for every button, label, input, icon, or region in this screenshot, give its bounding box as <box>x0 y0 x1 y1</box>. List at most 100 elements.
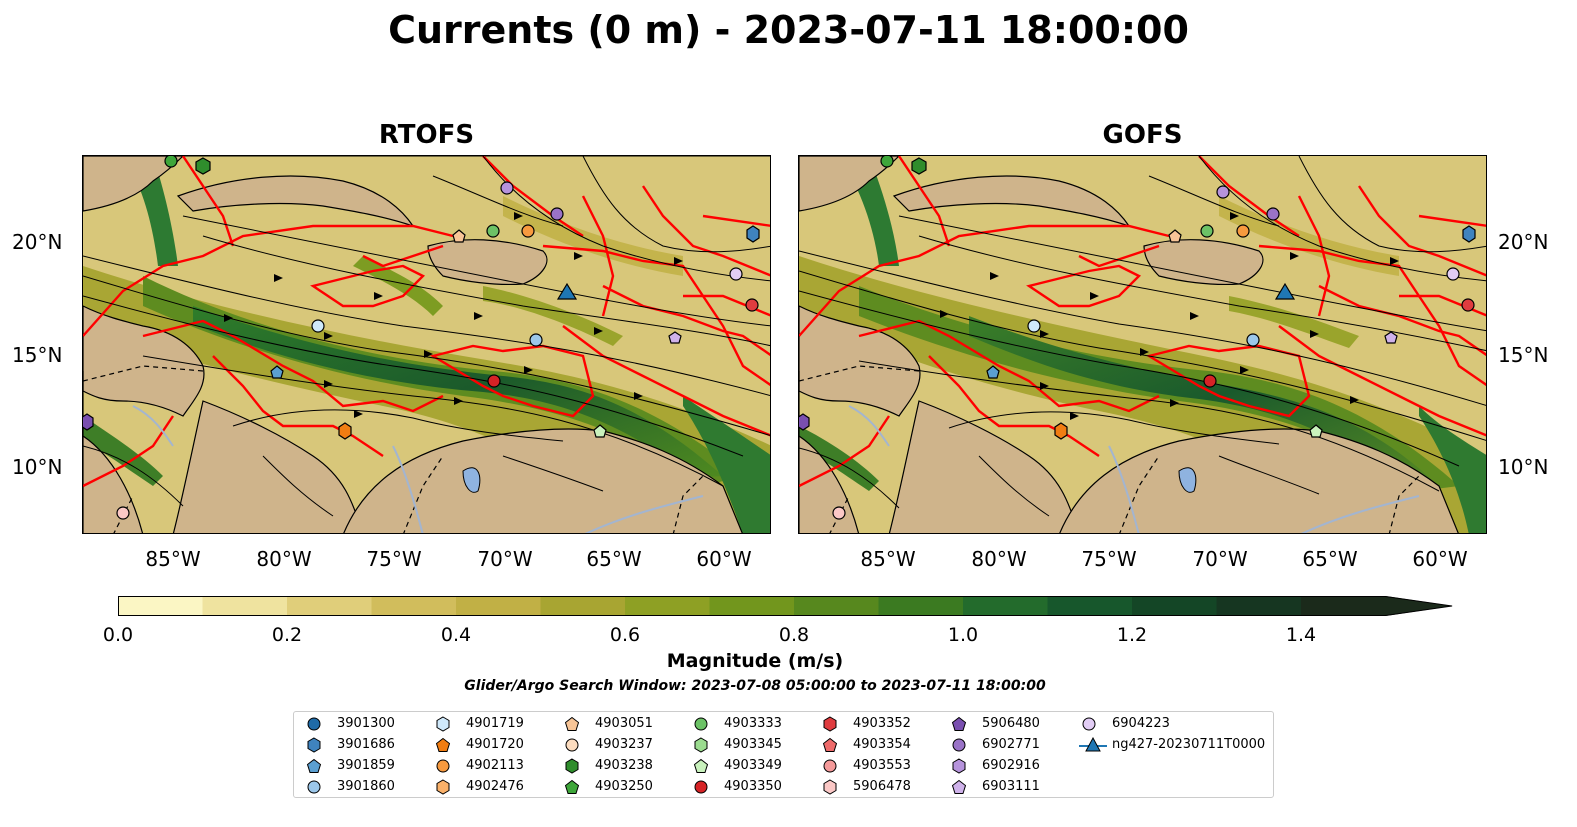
rtofs-xtick-75w: 75°W <box>366 547 422 571</box>
colorbar <box>118 596 1453 620</box>
legend-label: 5906478 <box>853 779 911 794</box>
rtofs-xtick-65w: 65°W <box>586 547 642 571</box>
legend-label: 4903333 <box>724 716 782 731</box>
colorbar-extend-arrow <box>1385 596 1453 616</box>
colorbar-segment <box>709 596 795 616</box>
circle-marker-icon <box>823 759 837 773</box>
figure-title: Currents (0 m) - 2023-07-11 18:00:00 <box>388 8 1189 52</box>
pentagon-marker-icon <box>564 779 580 794</box>
colorbar-tick-7: 1.4 <box>1285 624 1317 646</box>
gofs-ytick-15n: 15°N <box>1498 343 1549 367</box>
hexagon-marker-icon <box>823 716 837 732</box>
colorbar-segment <box>118 596 203 616</box>
legend-label: 6902771 <box>982 737 1040 752</box>
colorbar-segment <box>202 596 288 616</box>
legend-label: 3901300 <box>337 716 395 731</box>
pentagon-marker-icon <box>306 758 322 773</box>
legend-label: 3901686 <box>337 737 395 752</box>
colorbar-segment <box>371 596 457 616</box>
pentagon-marker-icon <box>951 716 967 731</box>
rtofs-xtick-60w: 60°W <box>696 547 752 571</box>
gofs-map[interactable] <box>798 155 1487 534</box>
colorbar-tick-0: 0.0 <box>102 624 134 646</box>
colorbar-tick-3: 0.6 <box>609 624 641 646</box>
legend-label: 3901860 <box>337 779 395 794</box>
colorbar-segment <box>878 596 964 616</box>
circle-marker-icon <box>307 717 321 731</box>
legend-label: 4901719 <box>466 716 524 731</box>
pentagon-marker-icon <box>693 758 709 773</box>
legend-label: 6904223 <box>1112 716 1170 731</box>
circle-marker-icon <box>565 738 579 752</box>
gofs-panel-title: GOFS <box>1102 120 1183 150</box>
legend-label: 4903345 <box>724 737 782 752</box>
legend-label: 4903349 <box>724 758 782 773</box>
colorbar-segment <box>1216 596 1302 616</box>
search-window-text: Glider/Argo Search Window: 2023-07-08 05… <box>464 678 1046 694</box>
legend: 3901300 3901686 3901859 3901860 4901719 49017… <box>293 711 1274 798</box>
colorbar-label: Magnitude (m/s) <box>666 650 844 672</box>
pentagon-marker-icon <box>822 737 838 752</box>
colorbar-tick-1: 0.2 <box>271 624 303 646</box>
rtofs-panel-title: RTOFS <box>378 120 475 150</box>
hexagon-marker-icon <box>307 737 321 753</box>
colorbar-segment <box>963 596 1048 616</box>
legend-label: 4902476 <box>466 779 524 794</box>
gofs-xtick-60w: 60°W <box>1412 547 1468 571</box>
colorbar-tick-2: 0.4 <box>440 624 472 646</box>
colorbar-segment <box>456 596 541 616</box>
hexagon-marker-icon <box>952 758 966 774</box>
legend-label: ng427-20230711T0000 <box>1112 737 1266 752</box>
legend-label: 4903250 <box>595 779 653 794</box>
legend-label: 5906480 <box>982 716 1040 731</box>
colorbar-tick-5: 1.0 <box>947 624 979 646</box>
rtofs-ytick-10n: 10°N <box>12 455 63 479</box>
legend-label: 6903111 <box>982 779 1040 794</box>
rtofs-ytick-15n: 15°N <box>12 343 63 367</box>
circle-marker-icon <box>694 780 708 794</box>
gofs-xtick-75w: 75°W <box>1081 547 1137 571</box>
rtofs-ytick-20n: 20°N <box>12 230 63 254</box>
gofs-xtick-70w: 70°W <box>1192 547 1248 571</box>
hexagon-marker-icon <box>823 779 837 795</box>
gofs-xtick-80w: 80°W <box>971 547 1027 571</box>
legend-label: 3901859 <box>337 758 395 773</box>
hexagon-marker-icon <box>436 779 450 795</box>
rtofs-xtick-70w: 70°W <box>477 547 533 571</box>
colorbar-tick-6: 1.2 <box>1116 624 1148 646</box>
legend-label: 4902113 <box>466 758 524 773</box>
colorbar-segment <box>1047 596 1133 616</box>
legend-label: 4903553 <box>853 758 911 773</box>
rtofs-map[interactable] <box>82 155 771 534</box>
legend-label: 4903352 <box>853 716 911 731</box>
colorbar-segment <box>1301 596 1386 616</box>
gofs-xtick-85w: 85°W <box>860 547 916 571</box>
colorbar-segment <box>625 596 710 616</box>
legend-label: 4903238 <box>595 758 653 773</box>
triangle-marker-icon <box>1079 737 1107 752</box>
colorbar-segment <box>287 596 372 616</box>
colorbar-tick-4: 0.8 <box>778 624 810 646</box>
legend-label: 4903051 <box>595 716 653 731</box>
gofs-ytick-20n: 20°N <box>1498 230 1549 254</box>
gofs-ytick-10n: 10°N <box>1498 455 1549 479</box>
legend-label: 4901720 <box>466 737 524 752</box>
colorbar-ramp <box>118 596 1453 616</box>
rtofs-xtick-80w: 80°W <box>256 547 312 571</box>
hexagon-marker-icon <box>565 758 579 774</box>
circle-marker-icon <box>952 738 966 752</box>
hexagon-marker-icon <box>694 737 708 753</box>
pentagon-marker-icon <box>564 716 580 731</box>
circle-marker-icon <box>1082 717 1096 731</box>
legend-label: 6902916 <box>982 758 1040 773</box>
rtofs-xtick-85w: 85°W <box>145 547 201 571</box>
circle-marker-icon <box>436 759 450 773</box>
gofs-map-canvas <box>799 156 1486 533</box>
legend-label: 4903237 <box>595 737 653 752</box>
legend-label: 4903350 <box>724 779 782 794</box>
hexagon-marker-icon <box>436 716 450 732</box>
gofs-xtick-65w: 65°W <box>1302 547 1358 571</box>
rtofs-map-canvas <box>83 156 770 533</box>
colorbar-segment <box>1132 596 1217 616</box>
colorbar-segment <box>794 596 879 616</box>
